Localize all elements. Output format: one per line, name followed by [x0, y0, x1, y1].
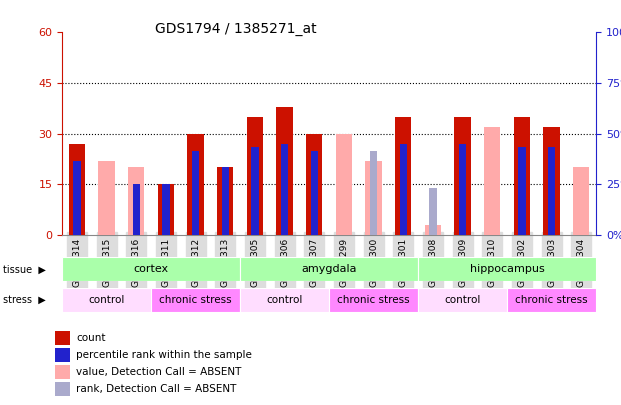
Bar	[455, 117, 471, 235]
Bar	[519, 147, 525, 235]
Bar	[158, 184, 174, 235]
FancyBboxPatch shape	[507, 288, 596, 312]
Text: control: control	[266, 295, 303, 305]
Bar	[188, 134, 204, 235]
Text: hippocampus: hippocampus	[469, 264, 545, 274]
Text: GDS1794 / 1385271_at: GDS1794 / 1385271_at	[155, 22, 317, 36]
FancyBboxPatch shape	[240, 288, 329, 312]
Bar	[366, 167, 382, 235]
Bar	[99, 161, 115, 235]
Bar	[573, 167, 589, 235]
Text: count: count	[76, 333, 106, 343]
Text: rank, Detection Call = ABSENT: rank, Detection Call = ABSENT	[76, 384, 236, 394]
Bar	[55, 331, 70, 345]
Bar	[252, 147, 258, 235]
Bar	[162, 184, 170, 235]
Text: control: control	[445, 295, 481, 305]
Text: cortex: cortex	[134, 264, 169, 274]
Bar	[276, 107, 292, 235]
Bar	[459, 144, 466, 235]
FancyBboxPatch shape	[329, 288, 418, 312]
Bar	[55, 348, 70, 362]
Bar	[400, 144, 407, 235]
FancyBboxPatch shape	[62, 288, 151, 312]
Bar	[73, 161, 81, 235]
FancyBboxPatch shape	[418, 257, 596, 281]
FancyBboxPatch shape	[240, 257, 418, 281]
FancyBboxPatch shape	[62, 257, 240, 281]
Bar	[514, 117, 530, 235]
Bar	[55, 382, 70, 396]
Text: chronic stress: chronic stress	[515, 295, 588, 305]
Bar	[55, 365, 70, 379]
Bar	[133, 184, 140, 235]
Bar	[222, 167, 229, 235]
Bar	[370, 151, 378, 235]
Bar	[128, 167, 145, 235]
Bar	[366, 161, 382, 235]
Bar	[429, 188, 437, 235]
Bar	[69, 144, 85, 235]
Text: tissue  ▶: tissue ▶	[3, 264, 46, 274]
FancyBboxPatch shape	[418, 288, 507, 312]
Bar	[310, 151, 318, 235]
Text: amygdala: amygdala	[301, 264, 357, 274]
Text: stress  ▶: stress ▶	[3, 295, 46, 305]
Text: chronic stress: chronic stress	[160, 295, 232, 305]
Bar	[336, 134, 352, 235]
Bar	[281, 144, 288, 235]
Bar	[192, 151, 199, 235]
Text: control: control	[88, 295, 125, 305]
Text: percentile rank within the sample: percentile rank within the sample	[76, 350, 252, 360]
Bar	[484, 127, 501, 235]
Bar	[247, 117, 263, 235]
FancyBboxPatch shape	[151, 288, 240, 312]
Bar	[217, 167, 233, 235]
Text: chronic stress: chronic stress	[337, 295, 410, 305]
Bar	[548, 147, 555, 235]
Bar	[543, 127, 560, 235]
Bar	[306, 134, 322, 235]
Text: value, Detection Call = ABSENT: value, Detection Call = ABSENT	[76, 367, 242, 377]
Bar	[425, 225, 441, 235]
Bar	[395, 117, 412, 235]
